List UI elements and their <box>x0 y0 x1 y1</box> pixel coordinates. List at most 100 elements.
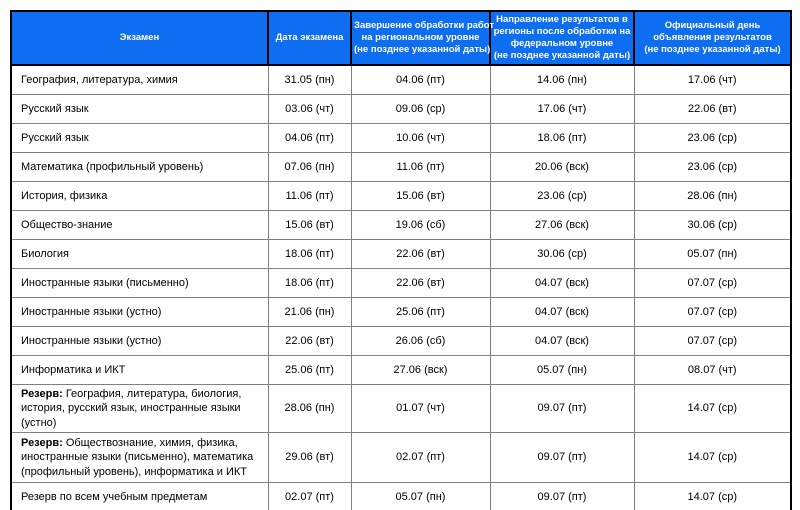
official-date-cell: 14.07 (ср) <box>633 481 792 510</box>
table-row: Иностранные языки (устно) 21.06 (пн) 25.… <box>10 297 792 327</box>
exam-date-cell: 28.06 (пн) <box>267 384 352 433</box>
table-row: География, литература, химия 31.05 (пн) … <box>10 64 792 95</box>
table-row-reserve: Резерв: Обществознание, химия, физика, и… <box>10 431 792 483</box>
federal-date-cell: 23.06 (ср) <box>489 181 635 211</box>
regional-date-cell: 19.06 (сб) <box>350 210 491 240</box>
header-exam: Экзамен <box>10 10 269 66</box>
regional-date-cell: 22.06 (вт) <box>350 239 491 269</box>
regional-date-cell: 26.06 (сб) <box>350 326 491 356</box>
official-date-cell: 14.07 (ср) <box>633 431 792 483</box>
official-date-cell: 30.06 (ср) <box>633 210 792 240</box>
table-header-row: Экзамен Дата экзамена Завершение обработ… <box>10 10 792 66</box>
regional-date-cell: 22.06 (вт) <box>350 268 491 298</box>
exam-cell: Резерв: Обществознание, химия, физика, и… <box>10 431 269 483</box>
exam-text: География, литература, биология, история… <box>21 388 242 429</box>
exam-date-cell: 02.07 (пт) <box>267 481 352 510</box>
table-row: Иностранные языки (письменно) 18.06 (пт)… <box>10 268 792 298</box>
table-row: Иностранные языки (устно) 22.06 (вт) 26.… <box>10 326 792 356</box>
regional-date-cell: 10.06 (чт) <box>350 123 491 153</box>
official-date-cell: 14.07 (ср) <box>633 384 792 433</box>
table-row-reserve: Резерв: География, литература, биология,… <box>10 384 792 433</box>
federal-date-cell: 04.07 (вск) <box>489 326 635 356</box>
table-row: Математика (профильный уровень) 07.06 (п… <box>10 152 792 182</box>
federal-date-cell: 20.06 (вск) <box>489 152 635 182</box>
official-date-cell: 23.06 (ср) <box>633 152 792 182</box>
regional-date-cell: 04.06 (пт) <box>350 64 491 95</box>
official-date-cell: 07.07 (ср) <box>633 268 792 298</box>
table-row: История, физика 11.06 (пт) 15.06 (вт) 23… <box>10 181 792 211</box>
exam-cell: География, литература, химия <box>10 64 269 95</box>
exam-date-cell: 04.06 (пт) <box>267 123 352 153</box>
exam-cell: Общество-знание <box>10 210 269 240</box>
official-date-cell: 23.06 (ср) <box>633 123 792 153</box>
exam-date-cell: 03.06 (чт) <box>267 94 352 124</box>
federal-date-cell: 14.06 (пн) <box>489 64 635 95</box>
regional-date-cell: 02.07 (пт) <box>350 431 491 483</box>
exam-date-cell: 31.05 (пн) <box>267 64 352 95</box>
exam-date-cell: 25.06 (пт) <box>267 355 352 385</box>
table-row: Информатика и ИКТ 25.06 (пт) 27.06 (вск)… <box>10 355 792 385</box>
header-line: на региональном уровне <box>361 32 480 44</box>
exam-cell: Иностранные языки (устно) <box>10 297 269 327</box>
regional-date-cell: 11.06 (пт) <box>350 152 491 182</box>
official-date-cell: 22.06 (вт) <box>633 94 792 124</box>
exam-cell: Русский язык <box>10 123 269 153</box>
federal-date-cell: 27.06 (вск) <box>489 210 635 240</box>
regional-date-cell: 27.06 (вск) <box>350 355 491 385</box>
header-regional-processing: Завершение обработки работ на региональн… <box>350 10 494 66</box>
table-row: Русский язык 04.06 (пт) 10.06 (чт) 18.06… <box>10 123 792 153</box>
exam-text: Обществознание, химия, физика, иностранн… <box>21 436 254 478</box>
exam-cell: Русский язык <box>10 94 269 124</box>
official-date-cell: 05.07 (пн) <box>633 239 792 269</box>
exam-cell: Иностранные языки (устно) <box>10 326 269 356</box>
regional-date-cell: 01.07 (чт) <box>350 384 491 433</box>
table-row: Общество-знание 15.06 (вт) 19.06 (сб) 27… <box>10 210 792 240</box>
official-date-cell: 17.06 (чт) <box>633 64 792 95</box>
federal-date-cell: 09.07 (пт) <box>489 384 635 433</box>
exam-date-cell: 21.06 (пн) <box>267 297 352 327</box>
exam-cell: История, физика <box>10 181 269 211</box>
reserve-label: Резерв: <box>21 388 66 400</box>
header-line: Направление результатов в <box>496 14 628 26</box>
federal-date-cell: 09.07 (пт) <box>489 431 635 483</box>
regional-date-cell: 05.07 (пн) <box>350 481 491 510</box>
header-federal-results: Направление результатов в регионы после … <box>489 10 635 66</box>
header-official-announcement: Официальный день объявления результатов … <box>633 10 792 66</box>
federal-date-cell: 17.06 (чт) <box>489 94 635 124</box>
header-line: федеральном уровне <box>510 38 614 49</box>
header-line: (не позднее указанной даты) <box>493 49 631 61</box>
header-line: (не позднее указанной даты) <box>354 43 491 55</box>
official-date-cell: 07.07 (ср) <box>633 326 792 356</box>
exam-date-cell: 15.06 (вт) <box>267 210 352 240</box>
header-line: Завершение обработки работ <box>354 20 494 32</box>
exam-cell: Резерв: География, литература, биология,… <box>10 384 269 433</box>
exam-schedule-table: Экзамен Дата экзамена Завершение обработ… <box>10 10 792 510</box>
regional-date-cell: 15.06 (вт) <box>350 181 491 211</box>
table-row: Резерв по всем учебным предметам 02.07 (… <box>10 481 792 510</box>
federal-date-cell: 30.06 (ср) <box>489 239 635 269</box>
exam-cell: Иностранные языки (письменно) <box>10 268 269 298</box>
header-line: регионы после обработки на <box>493 26 631 38</box>
federal-date-cell: 18.06 (пт) <box>489 123 635 153</box>
federal-date-cell: 04.07 (вск) <box>489 268 635 298</box>
exam-date-cell: 22.06 (вт) <box>267 326 352 356</box>
exam-date-cell: 29.06 (вт) <box>267 431 352 483</box>
federal-date-cell: 09.07 (пт) <box>489 481 635 510</box>
federal-date-cell: 04.07 (вск) <box>489 297 635 327</box>
table-row: Биология 18.06 (пт) 22.06 (вт) 30.06 (ср… <box>10 239 792 269</box>
exam-date-cell: 07.06 (пн) <box>267 152 352 182</box>
regional-date-cell: 09.06 (ср) <box>350 94 491 124</box>
official-date-cell: 08.07 (чт) <box>633 355 792 385</box>
exam-date-cell: 18.06 (пт) <box>267 268 352 298</box>
exam-date-cell: 11.06 (пт) <box>267 181 352 211</box>
regional-date-cell: 25.06 (пт) <box>350 297 491 327</box>
exam-cell: Информатика и ИКТ <box>10 355 269 385</box>
exam-cell: Биология <box>10 239 269 269</box>
table-row: Русский язык 03.06 (чт) 09.06 (ср) 17.06… <box>10 94 792 124</box>
reserve-label: Резерв: <box>21 436 66 449</box>
exam-date-cell: 18.06 (пт) <box>267 239 352 269</box>
exam-cell: Математика (профильный уровень) <box>10 152 269 182</box>
header-line: (не позднее указанной даты) <box>644 43 781 55</box>
header-exam-date: Дата экзамена <box>267 10 352 66</box>
